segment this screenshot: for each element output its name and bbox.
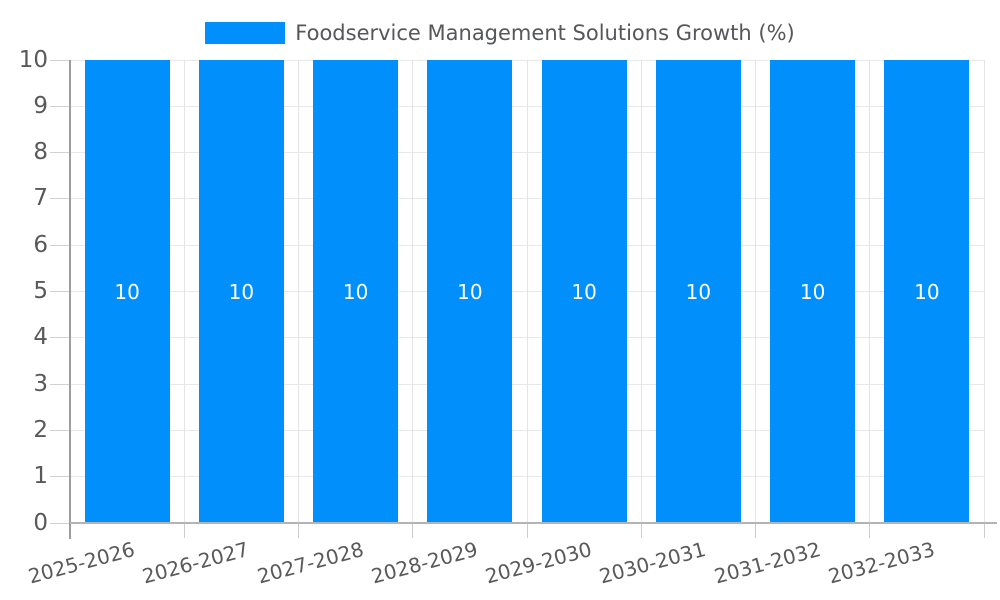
x-axis-tick-mark <box>412 523 414 538</box>
gridline-vertical <box>298 60 299 523</box>
legend: Foodservice Management Solutions Growth … <box>0 14 1000 52</box>
y-axis-tick-label: 6 <box>33 231 48 258</box>
y-axis-tick-label: 0 <box>33 509 48 536</box>
legend-item[interactable]: Foodservice Management Solutions Growth … <box>205 21 795 45</box>
x-axis-tick-mark <box>298 523 299 538</box>
x-axis-tick-label: 2031-2032 <box>711 537 823 589</box>
bar-value-label: 10 <box>799 279 826 304</box>
x-axis-tick-label: 2026-2027 <box>140 537 252 589</box>
bar: 10 <box>427 60 513 523</box>
bar: 10 <box>884 60 970 523</box>
y-axis-tick-label: 5 <box>33 278 48 304</box>
bar: 10 <box>770 60 856 523</box>
y-axis-line <box>69 60 71 539</box>
y-axis-tick-mark <box>50 337 70 339</box>
y-axis-tick-mark <box>50 244 70 246</box>
bar: 10 <box>84 60 170 523</box>
x-axis-tick-mark <box>983 523 985 538</box>
bar-value-label: 10 <box>685 279 712 304</box>
y-axis-tick-label: 9 <box>33 92 48 119</box>
y-axis-tick-mark <box>50 152 70 154</box>
y-axis-tick-label: 4 <box>33 324 48 351</box>
legend-label: Foodservice Management Solutions Growth … <box>295 21 795 45</box>
x-axis-tick-mark <box>183 523 185 538</box>
bar-value-label: 10 <box>571 279 597 304</box>
gridline-vertical <box>526 60 528 523</box>
bar-value-label: 10 <box>914 279 940 304</box>
x-axis-tick-label: 2027-2028 <box>254 537 366 589</box>
y-axis-tick-mark <box>50 291 70 292</box>
y-axis-tick-mark <box>50 383 70 385</box>
x-axis-tick-mark <box>640 523 642 538</box>
bar: 10 <box>541 60 627 523</box>
bar-value-label: 10 <box>457 279 483 304</box>
bar-value-label: 10 <box>228 279 255 304</box>
x-axis-line <box>70 522 997 524</box>
gridline-vertical <box>869 60 871 523</box>
x-axis-tick-label: 2032-2033 <box>825 537 938 589</box>
y-axis-tick-mark <box>50 522 70 524</box>
y-axis-tick-label: 1 <box>33 463 48 490</box>
gridline-vertical <box>755 60 756 523</box>
y-axis-tick-label: 2 <box>33 416 48 443</box>
bar-value-label: 10 <box>342 279 369 304</box>
y-axis-tick-mark <box>50 429 70 431</box>
bar-value-label: 10 <box>114 279 140 304</box>
y-axis-tick-mark <box>50 59 70 61</box>
y-axis-tick-label: 10 <box>18 46 48 73</box>
x-axis-tick-label: 2030-2031 <box>597 537 709 589</box>
y-axis-tick-mark <box>50 105 70 107</box>
gridline-vertical <box>412 60 414 523</box>
bar: 10 <box>198 60 284 523</box>
y-axis-tick-mark <box>50 476 70 478</box>
y-axis-tick-label: 7 <box>33 185 48 212</box>
y-axis-tick-label: 8 <box>33 139 48 166</box>
x-axis-tick-mark <box>755 523 756 538</box>
x-axis-tick-label: 2029-2030 <box>482 537 595 589</box>
x-axis-tick-mark <box>526 523 528 538</box>
x-axis-tick-mark <box>869 523 871 538</box>
gridline-vertical <box>640 60 642 523</box>
y-axis-tick-label: 3 <box>33 370 48 397</box>
x-axis-tick-label: 2028-2029 <box>368 537 481 589</box>
y-axis-tick-mark <box>50 198 70 200</box>
bar: 10 <box>655 60 741 523</box>
bar: 10 <box>313 60 399 523</box>
gridline-vertical <box>183 60 185 523</box>
legend-swatch <box>205 22 286 44</box>
x-axis-tick-label: 2025-2026 <box>25 537 138 589</box>
gridline-vertical <box>983 60 985 523</box>
